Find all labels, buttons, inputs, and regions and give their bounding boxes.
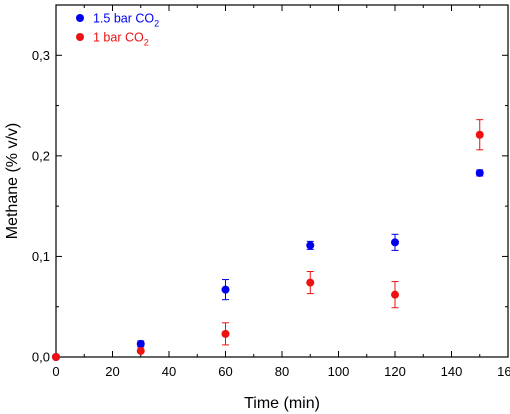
data-point: [136, 339, 145, 348]
y-tick-label: 0,3: [32, 48, 50, 63]
x-tick-label: 20: [105, 364, 119, 379]
data-point: [306, 278, 315, 287]
data-point: [221, 329, 230, 338]
x-tick-label: 40: [162, 364, 176, 379]
legend: 1.5 bar CO2 1 bar CO2: [76, 12, 159, 48]
y-axis-title: Methane (% v/v): [4, 123, 21, 239]
marks-layer: [52, 119, 484, 361]
data-point: [221, 285, 230, 294]
legend-label: 1.5 bar CO2: [93, 12, 159, 29]
data-point: [475, 130, 484, 139]
x-tick-label: 120: [384, 364, 406, 379]
y-tick-label: 0,2: [32, 148, 50, 163]
x-tick-label: 140: [441, 364, 463, 379]
legend-label: 1 bar CO2: [93, 31, 149, 48]
legend-marker: [76, 33, 84, 41]
x-tick-label: 80: [275, 364, 289, 379]
plot-frame: [55, 4, 509, 358]
x-tick-label: 0: [52, 364, 59, 379]
data-point: [306, 241, 315, 250]
y-tick-label: 0,0: [32, 350, 50, 365]
data-point: [136, 346, 145, 355]
axes-layer: 0 20 40 60 80 100 120 140 160 0,0 0,1 0,2 0,3: [32, 5, 510, 379]
data-point: [52, 353, 60, 361]
data-point: [475, 168, 484, 177]
data-point: [391, 290, 399, 299]
legend-marker: [76, 14, 84, 22]
y-tick-label: 0,1: [32, 249, 50, 264]
x-tick-label: 160: [497, 364, 510, 379]
x-tick-label: 100: [328, 364, 350, 379]
data-point: [391, 238, 399, 247]
x-axis-title: Time (min): [244, 395, 320, 412]
x-tick-label: 60: [218, 364, 232, 379]
